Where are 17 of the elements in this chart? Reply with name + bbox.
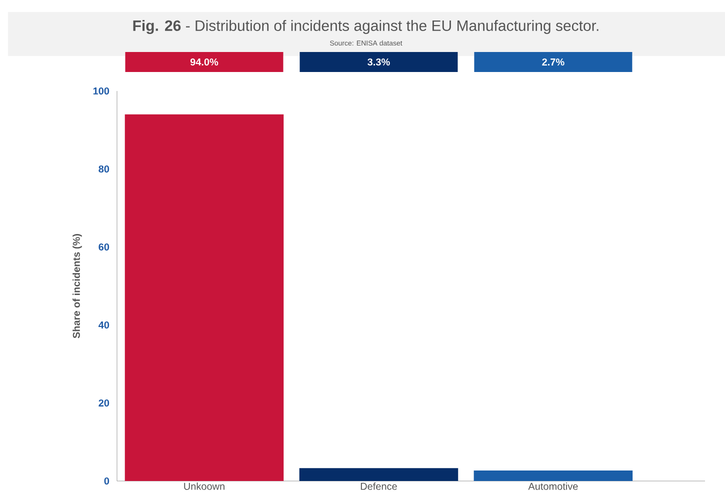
data-label: 94.0% [190, 58, 218, 66]
data-label: 2.7% [542, 58, 564, 66]
y-tick-label: 100 [93, 87, 110, 95]
y-tick-label: 0 [104, 477, 110, 485]
y-tick-label: 60 [98, 243, 110, 251]
data-label: 3.3% [368, 58, 390, 66]
y-tick-label: 40 [98, 321, 110, 329]
y-tick-label: 20 [98, 399, 110, 407]
y-axis-title: Share of incidents (%) [72, 234, 82, 338]
bar [474, 470, 633, 481]
bar [124, 114, 284, 481]
x-tick-label: Defence [360, 482, 397, 490]
bar [299, 468, 458, 481]
x-tick-label: Automotive [528, 482, 578, 490]
chart-title: Fig. 26 - Distribution of incidents against the EU Manufacturing sector. [133, 20, 598, 34]
y-tick-label: 80 [98, 165, 110, 173]
x-tick-label: Unkoown [184, 482, 224, 490]
